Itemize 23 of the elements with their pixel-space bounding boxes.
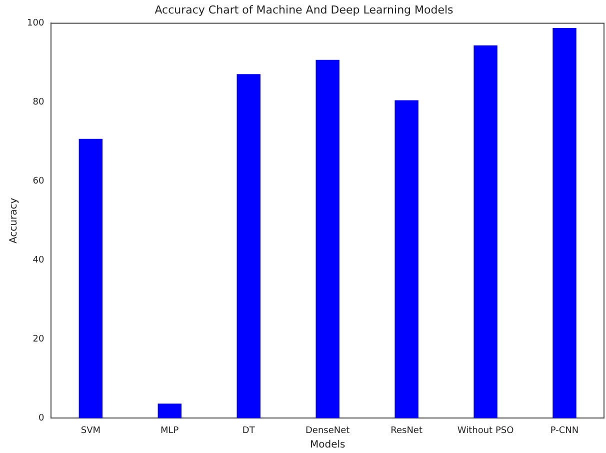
x-tick-label: MLP [160,426,180,436]
y-axis-title: Accuracy [8,198,20,244]
bar [394,100,418,418]
bar [78,138,103,418]
x-tick-label: P-CNN [550,426,579,436]
bar [316,60,340,418]
bar [474,45,498,418]
y-tick-label: 60 [32,176,44,187]
y-tick-label: 40 [32,256,44,266]
x-axis-title: Models [310,440,346,451]
bar [552,28,576,418]
x-tick-label: DT [242,426,256,436]
x-tick-label: ResNet [390,426,423,436]
x-tick-label: SVM [80,426,100,436]
chart-title: Accuracy Chart of Machine And Deep Learning Models [154,3,454,16]
x-tick-label: Without PSO [457,426,514,436]
y-tick-label: 80 [32,98,44,108]
bar [236,74,260,418]
x-tick-label: DenseNet [305,426,350,436]
y-tick-label: 20 [32,334,44,345]
y-tick-label: 100 [26,18,44,29]
bar [158,404,182,418]
y-tick-label: 0 [38,414,44,424]
